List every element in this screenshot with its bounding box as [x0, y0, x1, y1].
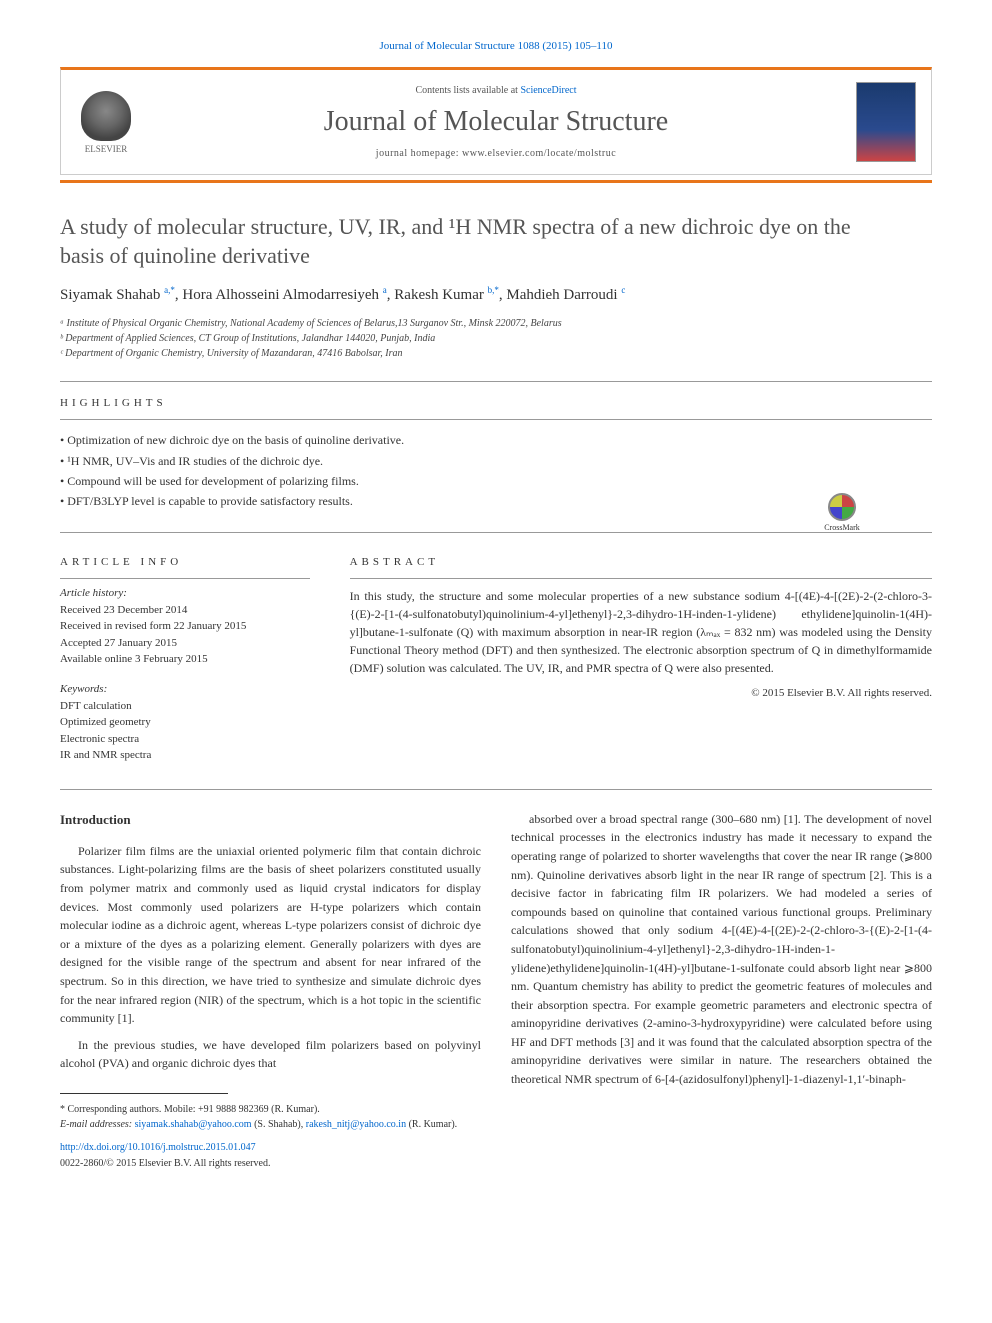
affiliation: ᵇ Department of Applied Sciences, CT Gro…	[60, 331, 932, 346]
issn-copyright: 0022-2860/© 2015 Elsevier B.V. All right…	[60, 1156, 481, 1172]
authors-line: Siyamak Shahab a,*, Hora Alhosseini Almo…	[60, 285, 932, 304]
journal-name: Journal of Molecular Structure	[136, 106, 856, 138]
history-item: Accepted 27 January 2015	[60, 635, 310, 652]
history-items: Received 23 December 2014 Received in re…	[60, 602, 310, 668]
divider	[60, 532, 932, 533]
history-heading: Article history:	[60, 587, 310, 599]
abstract-text: In this study, the structure and some mo…	[350, 587, 932, 677]
article-title: A study of molecular structure, UV, IR, …	[60, 213, 932, 270]
article-info-column: ARTICLE INFO Article history: Received 2…	[60, 541, 310, 764]
abstract-label: ABSTRACT	[350, 556, 932, 568]
publisher-name: ELSEVIER	[85, 144, 128, 154]
info-abstract-row: ARTICLE INFO Article history: Received 2…	[60, 541, 932, 764]
affiliations: ᵃ Institute of Physical Organic Chemistr…	[60, 316, 932, 361]
email-addresses: E-mail addresses: siyamak.shahab@yahoo.c…	[60, 1117, 481, 1132]
divider	[60, 419, 932, 420]
body-col-left: Introduction Polarizer film films are th…	[60, 810, 481, 1171]
crossmark-label: CrossMark	[824, 523, 860, 532]
body-paragraph: In the previous studies, we have develop…	[60, 1036, 481, 1073]
keywords-items: DFT calculation Optimized geometry Elect…	[60, 698, 310, 764]
email-link[interactable]: siyamak.shahab@yahoo.com	[135, 1119, 252, 1130]
history-item: Received in revised form 22 January 2015	[60, 618, 310, 635]
divider	[60, 381, 932, 382]
highlight-item: Optimization of new dichroic dye on the …	[60, 430, 932, 450]
abstract-column: ABSTRACT In this study, the structure an…	[350, 541, 932, 764]
footnote-divider	[60, 1093, 228, 1094]
crossmark-badge[interactable]: CrossMark	[812, 493, 872, 532]
highlight-item: ¹H NMR, UV–Vis and IR studies of the dic…	[60, 451, 932, 471]
keyword: DFT calculation	[60, 698, 310, 715]
keyword: Electronic spectra	[60, 731, 310, 748]
accent-bar	[60, 180, 932, 183]
keywords-block: Keywords: DFT calculation Optimized geom…	[60, 683, 310, 764]
article-info-label: ARTICLE INFO	[60, 556, 310, 568]
highlights-label: HIGHLIGHTS	[60, 397, 932, 409]
keyword: Optimized geometry	[60, 714, 310, 731]
sciencedirect-link[interactable]: ScienceDirect	[520, 85, 576, 96]
highlight-item: DFT/B3LYP level is capable to provide sa…	[60, 491, 932, 511]
body-paragraph: absorbed over a broad spectral range (30…	[511, 810, 932, 1089]
copyright-line: © 2015 Elsevier B.V. All rights reserved…	[350, 687, 932, 699]
body-paragraph: Polarizer film films are the uniaxial or…	[60, 842, 481, 1028]
crossmark-icon	[828, 493, 856, 521]
divider	[350, 578, 932, 579]
divider	[60, 578, 310, 579]
divider	[60, 789, 932, 790]
corresponding-authors: * Corresponding authors. Mobile: +91 988…	[60, 1102, 481, 1117]
journal-header: ELSEVIER Contents lists available at Sci…	[60, 67, 932, 175]
elsevier-tree-icon	[81, 91, 131, 141]
body-col-right: absorbed over a broad spectral range (30…	[511, 810, 932, 1171]
affiliation: ᵃ Institute of Physical Organic Chemistr…	[60, 316, 932, 331]
homepage-url[interactable]: www.elsevier.com/locate/molstruc	[462, 148, 616, 159]
doi-link[interactable]: http://dx.doi.org/10.1016/j.molstruc.201…	[60, 1140, 481, 1156]
keyword: IR and NMR spectra	[60, 747, 310, 764]
homepage-prefix: journal homepage:	[376, 148, 462, 159]
elsevier-logo[interactable]: ELSEVIER	[76, 87, 136, 157]
email-attribution: (S. Shahab),	[252, 1119, 306, 1130]
header-center: Contents lists available at ScienceDirec…	[136, 85, 856, 159]
journal-homepage: journal homepage: www.elsevier.com/locat…	[136, 148, 856, 159]
citation-line: Journal of Molecular Structure 1088 (201…	[60, 40, 932, 52]
introduction-heading: Introduction	[60, 810, 481, 830]
keywords-heading: Keywords:	[60, 683, 310, 695]
highlights-list: Optimization of new dichroic dye on the …	[60, 430, 932, 512]
history-item: Received 23 December 2014	[60, 602, 310, 619]
highlight-item: Compound will be used for development of…	[60, 471, 932, 491]
email-attribution: (R. Kumar).	[406, 1119, 457, 1130]
affiliation: ᶜ Department of Organic Chemistry, Unive…	[60, 346, 932, 361]
body-text: Introduction Polarizer film films are th…	[60, 810, 932, 1171]
contents-prefix: Contents lists available at	[415, 85, 520, 96]
footer-notes: * Corresponding authors. Mobile: +91 988…	[60, 1102, 481, 1132]
email-link[interactable]: rakesh_nitj@yahoo.co.in	[306, 1119, 406, 1130]
history-item: Available online 3 February 2015	[60, 651, 310, 668]
email-label: E-mail addresses:	[60, 1119, 135, 1130]
journal-cover-thumbnail[interactable]	[856, 82, 916, 162]
contents-available: Contents lists available at ScienceDirec…	[136, 85, 856, 96]
